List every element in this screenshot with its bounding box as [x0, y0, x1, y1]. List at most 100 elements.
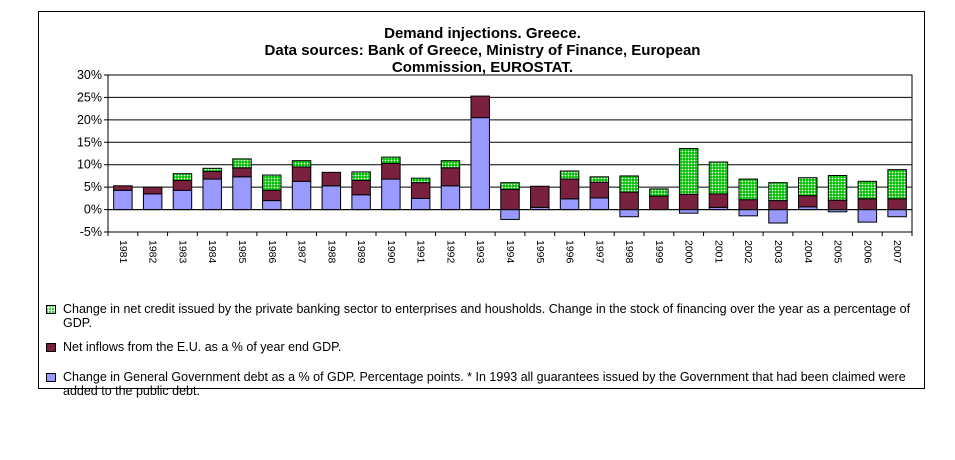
- bar-eu-inflows: [291, 166, 312, 182]
- bar-eu-inflows: [500, 188, 520, 211]
- plot-area-border: [107, 74, 913, 233]
- bar-eu-inflows: [827, 199, 848, 211]
- x-tick-label: 1982: [147, 240, 159, 264]
- bar-eu-inflows: [440, 167, 461, 187]
- bar-private-credit: [440, 160, 461, 169]
- bar-private-credit: [351, 171, 371, 181]
- bar-private-credit: [738, 178, 758, 201]
- chart-title-block: Demand injections. Greece. Data sources:…: [39, 25, 926, 76]
- bar-government-debt: [291, 180, 312, 211]
- bar-private-credit: [768, 182, 788, 202]
- bar-government-debt: [738, 209, 758, 217]
- bar-government-debt: [351, 194, 371, 211]
- bar-private-credit: [857, 180, 878, 200]
- bar-private-credit: [887, 169, 907, 200]
- bar-eu-inflows: [559, 178, 580, 200]
- bar-eu-inflows: [678, 193, 699, 211]
- y-tick-label: 0%: [84, 203, 102, 217]
- y-tick-label: 10%: [77, 158, 102, 172]
- bar-private-credit: [678, 148, 699, 195]
- bar-eu-inflows: [410, 182, 431, 199]
- bar-private-credit: [262, 174, 282, 191]
- x-tick-label: 2000: [683, 240, 695, 264]
- chart-subtitle-line-2: Commission, EUROSTAT.: [391, 59, 574, 76]
- bar-eu-inflows: [113, 185, 133, 191]
- bar-government-debt: [768, 209, 788, 224]
- bar-government-debt: [678, 209, 699, 214]
- bar-eu-inflows: [857, 198, 878, 211]
- bar-private-credit: [172, 173, 193, 181]
- bar-eu-inflows: [738, 199, 758, 211]
- chart-title: Demand injections. Greece.: [384, 25, 581, 42]
- y-tick-label: 30%: [77, 68, 102, 82]
- x-tick-label: 1999: [653, 240, 665, 264]
- legend-swatch-eu-inflows: [46, 343, 56, 352]
- bar-eu-inflows: [351, 179, 371, 196]
- bar-eu-inflows: [768, 200, 788, 211]
- x-tick-label: 1988: [325, 240, 337, 264]
- x-tick-label: 2003: [772, 240, 784, 264]
- legend-item-eu-inflows: Net inflows from the E.U. as a % of year…: [44, 340, 924, 354]
- bar-eu-inflows: [589, 181, 610, 199]
- chart-frame: Demand injections. Greece. Data sources:…: [38, 11, 926, 398]
- x-tick-label: 1990: [385, 240, 397, 264]
- legend-label-government-debt: Change in General Government debt as a %…: [63, 370, 906, 398]
- stacked-bar-chart: 30% 25% 20% 15% 10% 5% 0% -5% 1981 1982 1983 1984 19…: [77, 68, 913, 264]
- bar-government-debt: [619, 209, 639, 218]
- bar-private-credit: [410, 177, 431, 184]
- bar-eu-inflows: [470, 95, 490, 119]
- chart-subtitle-line-1: Data sources: Bank of Greece, Ministry o…: [264, 42, 701, 59]
- bar-private-credit: [232, 158, 252, 169]
- bar-eu-inflows: [262, 189, 282, 202]
- bar-eu-inflows: [142, 186, 163, 195]
- bar-government-debt: [381, 178, 401, 211]
- bar-private-credit: [827, 174, 848, 201]
- bar-private-credit: [500, 182, 520, 190]
- legend-swatch-government-debt: [46, 373, 56, 382]
- legend-label-eu-inflows: Net inflows from the E.U. as a % of year…: [63, 340, 342, 354]
- bar-eu-inflows: [232, 167, 252, 178]
- bar-eu-inflows: [619, 191, 639, 211]
- bar-eu-inflows: [202, 170, 222, 180]
- bar-private-credit: [559, 170, 580, 180]
- x-tick-label: 1985: [236, 240, 248, 264]
- bar-government-debt: [202, 178, 222, 211]
- bar-government-debt: [857, 209, 878, 223]
- x-tick-label: 1998: [623, 240, 635, 264]
- axes: 30% 25% 20% 15% 10% 5% 0% -5% 1981 1982 1983 1984 19…: [77, 68, 913, 264]
- x-tick-label: 1983: [176, 240, 188, 264]
- y-tick-label: 5%: [84, 180, 102, 194]
- x-tick-label: 1995: [534, 240, 546, 264]
- bar-government-debt: [142, 193, 163, 211]
- legend: Change in net credit issued by the priva…: [44, 302, 924, 408]
- bars: [113, 95, 907, 224]
- x-tick-label: 1986: [266, 240, 278, 264]
- x-tick-label: 1989: [355, 240, 367, 264]
- legend-swatch-private-credit: [46, 305, 56, 314]
- bar-eu-inflows: [887, 198, 907, 211]
- bar-government-debt: [589, 197, 610, 211]
- x-tick-label: 1993: [474, 240, 486, 264]
- x-tick-label: 1987: [296, 240, 308, 264]
- bar-government-debt: [232, 176, 252, 211]
- bar-government-debt: [113, 189, 133, 211]
- x-tick-label: 1984: [206, 240, 218, 264]
- bar-eu-inflows: [649, 195, 669, 211]
- x-tick-label: 1994: [504, 240, 516, 264]
- bar-government-debt: [410, 197, 431, 211]
- bar-private-credit: [589, 176, 610, 183]
- bar-eu-inflows: [798, 195, 818, 208]
- bar-eu-inflows: [172, 179, 193, 191]
- bar-government-debt: [440, 185, 461, 211]
- bar-eu-inflows: [708, 193, 729, 208]
- bar-government-debt: [321, 185, 342, 211]
- bar-government-debt: [559, 198, 580, 211]
- x-tick-label: 2001: [712, 240, 724, 264]
- x-tick-label: 2006: [861, 240, 873, 264]
- x-tick-label: 1992: [444, 240, 456, 264]
- y-tick-label: 15%: [77, 135, 102, 149]
- bar-government-debt: [470, 117, 490, 211]
- bar-private-credit: [202, 167, 222, 172]
- x-tick-label: 1996: [564, 240, 576, 264]
- x-tick-label: 2004: [802, 240, 814, 264]
